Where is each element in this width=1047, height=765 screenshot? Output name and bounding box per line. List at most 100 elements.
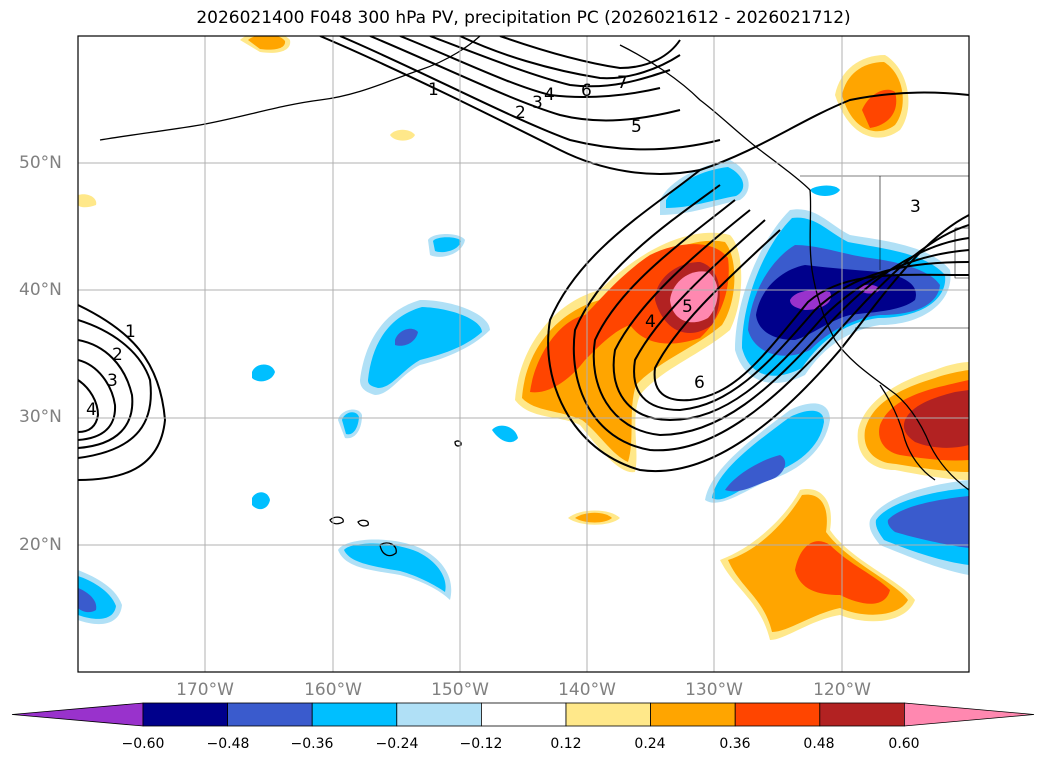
lat-label-20: 20°N [19,535,62,555]
pv-trough-3 [592,199,969,437]
precip-negative-hawaii-mid [344,543,446,592]
precip-positive-central-peak [670,271,718,323]
colorbar-swatch [227,702,313,727]
coast-us-west [809,189,969,491]
colorbar-extend-high [904,702,1035,727]
contour-label: 5 [682,297,693,317]
graticule [78,36,969,672]
lat-label-40: 40°N [19,280,62,300]
pv-trough-4 [612,209,969,422]
colorbar-tick: 0.36 [719,736,751,752]
precip-positive-northeast-high [862,89,897,128]
colorbar-tick: −0.12 [459,736,503,752]
pv-west-4 [78,379,100,433]
precip-positive-small-4-mid [575,512,612,523]
precip-positive-small-2 [390,129,415,141]
colorbar-tick: −0.24 [375,736,419,752]
lon-label-160w: 160°W [304,680,362,700]
coast-alaska [99,36,481,141]
pv-contour-4-north [399,36,661,99]
colorbar-tick: 0.60 [888,736,920,752]
pv-contour-3-north [369,36,681,122]
colorbar-tick: 0.24 [634,736,666,752]
lon-label-130w: 130°W [685,680,743,700]
precip-negative-central-core [756,265,916,340]
precip-positive-baja-core [903,390,969,448]
contour-label: 7 [617,73,628,93]
colorbar-tick: −0.60 [121,736,165,752]
pv-contour-7-north [499,36,681,70]
colorbar-tick: 0.12 [550,736,582,752]
pv-west-3 [78,359,117,441]
pv-contour-2-north [339,36,721,151]
colorbar-swatch [734,702,821,727]
colorbar-extend-low [11,702,144,727]
colorbar-swatch [311,702,398,727]
contour-label: 4 [645,312,656,332]
contour-label: 2 [515,103,526,123]
colorbar-swatch [565,702,651,727]
lat-label-50: 50°N [19,153,62,173]
contour-label: 6 [581,81,592,101]
colorbar-swatch [650,702,736,727]
contour-label: 4 [544,85,555,105]
island-hawaii-1 [329,516,344,525]
precip-negative-west-2-mid [433,237,461,253]
contour-label: 2 [112,345,123,365]
contour-label: 1 [428,80,439,100]
pv-west-2 [78,339,134,449]
precip-shading [78,36,969,640]
lon-label-150w: 150°W [431,680,489,700]
precip-negative-west-5 [492,425,518,443]
coastlines [99,36,969,557]
precip-negative-west-1-mid [368,307,482,388]
contour-label: 4 [86,400,97,420]
contour-label: 5 [631,117,642,137]
pv-west-1 [78,319,152,459]
colorbar-tick: −0.48 [206,736,250,752]
colorbar-swatch [480,702,567,727]
contour-label: 6 [694,373,705,393]
contour-label: 3 [532,93,543,113]
island-small-1 [454,440,462,447]
precip-negative-north-small [810,185,840,196]
precip-positive-small-3 [78,194,97,208]
lon-label-170w: 170°W [176,680,234,700]
colorbar-tick: −0.36 [290,736,334,752]
precip-negative-northcentral-mid [666,167,744,208]
lat-label-30: 30°N [19,407,62,427]
colorbar-tick: 0.48 [803,736,835,752]
precip-negative-southeast-core [887,496,969,548]
pv-contour-6-north [459,36,681,80]
border-state-2 [954,227,969,279]
pv-west-outer [78,304,167,481]
colorbar [11,702,1035,727]
map-title: 2026021400 F048 300 hPa PV, precipitatio… [196,8,851,28]
precip-positive-small-1-mid [248,36,286,50]
precip-negative-south-core [725,455,786,492]
coast-baja [879,384,936,481]
island-hawaii-2 [357,519,369,527]
precip-negative-west-3 [252,364,275,382]
colorbar-swatch [396,702,482,727]
pv-trough-outer [547,169,969,473]
precip-negative-farwest-core [78,588,97,613]
coast-alaska-panhandle [619,44,811,191]
lon-label-140w: 140°W [558,680,616,700]
contour-label-group: 1 2 3 4 5 6 7 1 2 3 4 5 6 3 4 [86,73,921,420]
precip-negative-west-1-core [395,328,418,346]
pv-trough-6 [653,229,969,402]
borders [800,175,969,329]
pv-contour-5-north [429,36,671,88]
colorbar-swatch [819,702,905,727]
map-border [77,35,970,673]
precip-negative-west-6 [252,492,270,510]
pv-contours [78,36,969,481]
contour-label: 3 [910,197,921,217]
lon-label-120w: 120°W [813,680,871,700]
island-hawaii-3 [379,542,397,557]
contour-label: 3 [107,371,118,391]
contour-label: 1 [125,322,136,342]
pv-trough-2 [572,184,969,452]
